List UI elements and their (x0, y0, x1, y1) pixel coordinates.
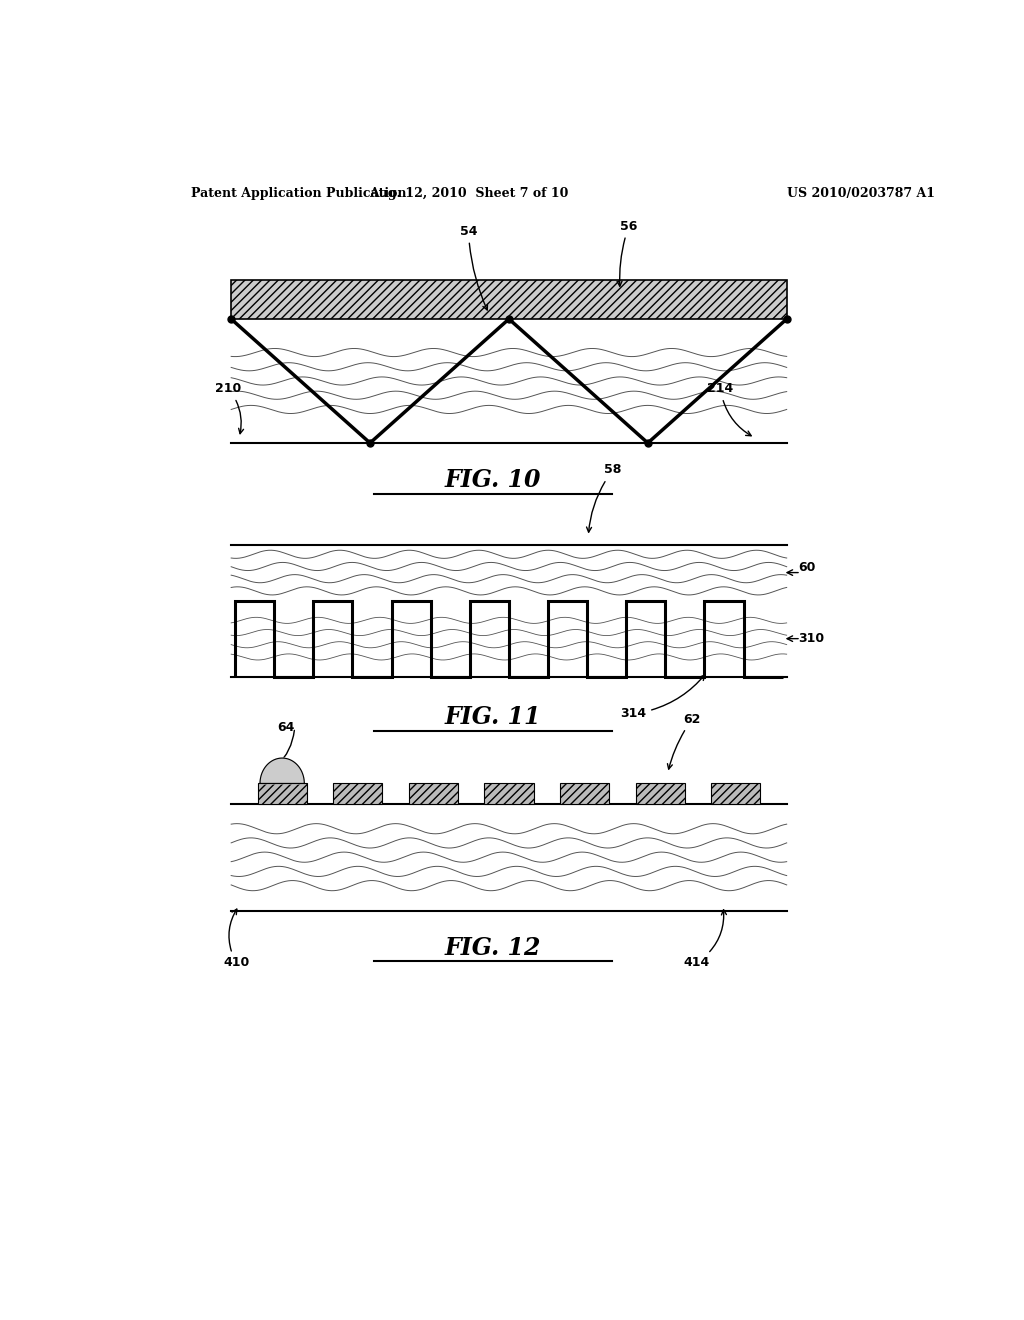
Bar (711, 784, 760, 804)
Text: 60: 60 (799, 561, 816, 574)
Text: 310: 310 (799, 632, 824, 645)
Polygon shape (260, 758, 304, 784)
Bar (409, 784, 458, 804)
Text: Aug. 12, 2010  Sheet 7 of 10: Aug. 12, 2010 Sheet 7 of 10 (370, 187, 569, 199)
Text: 62: 62 (668, 713, 700, 770)
Text: US 2010/0203787 A1: US 2010/0203787 A1 (786, 187, 935, 199)
Bar (231, 280, 786, 319)
Text: FIG. 11: FIG. 11 (444, 705, 542, 729)
Text: 414: 414 (684, 909, 726, 969)
Text: Patent Application Publication: Patent Application Publication (191, 187, 407, 199)
Bar (636, 784, 685, 804)
Text: 56: 56 (617, 219, 637, 286)
Bar (333, 784, 382, 804)
Text: FIG. 10: FIG. 10 (444, 469, 542, 492)
Text: 410: 410 (223, 909, 250, 969)
Text: 54: 54 (460, 224, 487, 310)
Text: 64: 64 (278, 721, 295, 734)
Text: 58: 58 (587, 463, 622, 532)
Text: 210: 210 (215, 383, 244, 434)
Bar (560, 784, 609, 804)
Text: 314: 314 (620, 675, 705, 721)
Text: 214: 214 (708, 383, 752, 436)
Bar (484, 784, 534, 804)
Bar (258, 784, 307, 804)
Text: FIG. 12: FIG. 12 (444, 936, 542, 960)
